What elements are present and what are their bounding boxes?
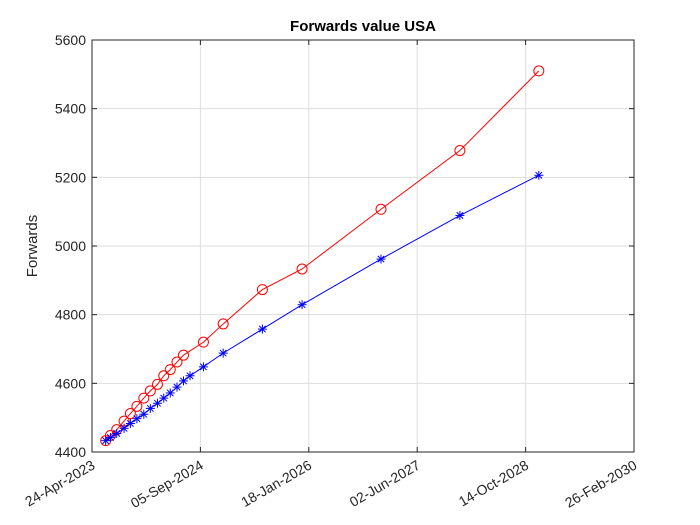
data-point	[152, 398, 162, 408]
data-point	[534, 170, 544, 180]
data-point	[454, 145, 466, 157]
data-point	[131, 400, 143, 412]
data-point	[172, 382, 182, 392]
y-tick-label: 5400	[55, 101, 86, 117]
y-tick-label: 4800	[55, 307, 86, 323]
y-tick-label: 5000	[55, 238, 86, 254]
asterisk-stroke	[166, 389, 174, 397]
data-point	[151, 378, 163, 390]
data-point	[177, 349, 189, 361]
data-point	[376, 254, 386, 264]
grid	[91, 39, 635, 453]
x-tick-label: 02-Jun-2027	[347, 457, 423, 510]
series-layer	[100, 65, 545, 447]
asterisk-stroke	[120, 424, 128, 432]
asterisk-stroke	[535, 171, 543, 179]
y-axis-label: Forwards	[24, 215, 41, 278]
x-tick-label: 18-Jan-2026	[238, 457, 314, 510]
data-point	[533, 65, 545, 77]
data-point	[132, 414, 142, 424]
data-point	[124, 408, 136, 420]
x-tick-label: 05-Sep-2024	[128, 457, 206, 511]
data-point	[198, 362, 208, 372]
data-point	[164, 364, 176, 376]
data-point	[145, 403, 155, 413]
asterisk-stroke	[186, 372, 194, 380]
asterisk-stroke	[102, 437, 110, 445]
data-point	[297, 300, 307, 310]
data-point	[178, 376, 188, 386]
asterisk-stroke	[133, 415, 141, 423]
data-point	[185, 371, 195, 381]
asterisk-stroke	[113, 429, 121, 438]
x-tick-label: 24-Apr-2023	[22, 457, 98, 510]
data-point	[197, 336, 209, 348]
data-point	[119, 423, 129, 433]
data-point	[171, 356, 183, 368]
asterisk-stroke	[258, 325, 266, 333]
y-tick-label: 4400	[55, 444, 86, 460]
data-point	[105, 433, 115, 443]
data-point	[139, 409, 149, 419]
asterisk-stroke	[298, 301, 306, 309]
asterisk-stroke	[140, 410, 148, 418]
asterisk-stroke	[126, 419, 134, 428]
data-point	[455, 210, 465, 220]
asterisk-stroke	[179, 377, 188, 385]
x-tick-label: 14-Oct-2028	[456, 457, 532, 510]
data-point	[138, 392, 150, 404]
series-line	[105, 70, 540, 442]
asterisk-stroke	[456, 211, 464, 219]
x-tick-label: 26-Feb-2030	[562, 457, 640, 511]
asterisk-stroke	[153, 399, 162, 407]
y-tick-label: 4600	[55, 375, 86, 391]
asterisk-stroke	[219, 349, 227, 357]
data-point	[125, 419, 135, 429]
asterisk-stroke	[160, 394, 168, 402]
data-point	[218, 348, 228, 358]
chart-title: Forwards value USA	[290, 18, 436, 35]
data-point	[296, 263, 308, 275]
data-point	[257, 324, 267, 334]
data-point	[217, 318, 229, 330]
asterisk-stroke	[173, 383, 181, 391]
data-point	[256, 284, 268, 296]
data-point	[165, 388, 175, 398]
asterisk-stroke	[377, 255, 385, 263]
data-point	[112, 428, 122, 438]
data-point	[158, 370, 170, 382]
y-tick-label: 5600	[55, 32, 86, 48]
data-point	[375, 203, 387, 215]
y-tick-label: 5200	[55, 169, 86, 185]
data-point	[101, 436, 111, 446]
asterisk-stroke	[146, 404, 154, 412]
series-1	[101, 170, 544, 446]
asterisk-stroke	[106, 434, 114, 442]
asterisk-stroke	[199, 363, 207, 371]
data-point	[159, 393, 169, 403]
data-point	[144, 385, 156, 397]
